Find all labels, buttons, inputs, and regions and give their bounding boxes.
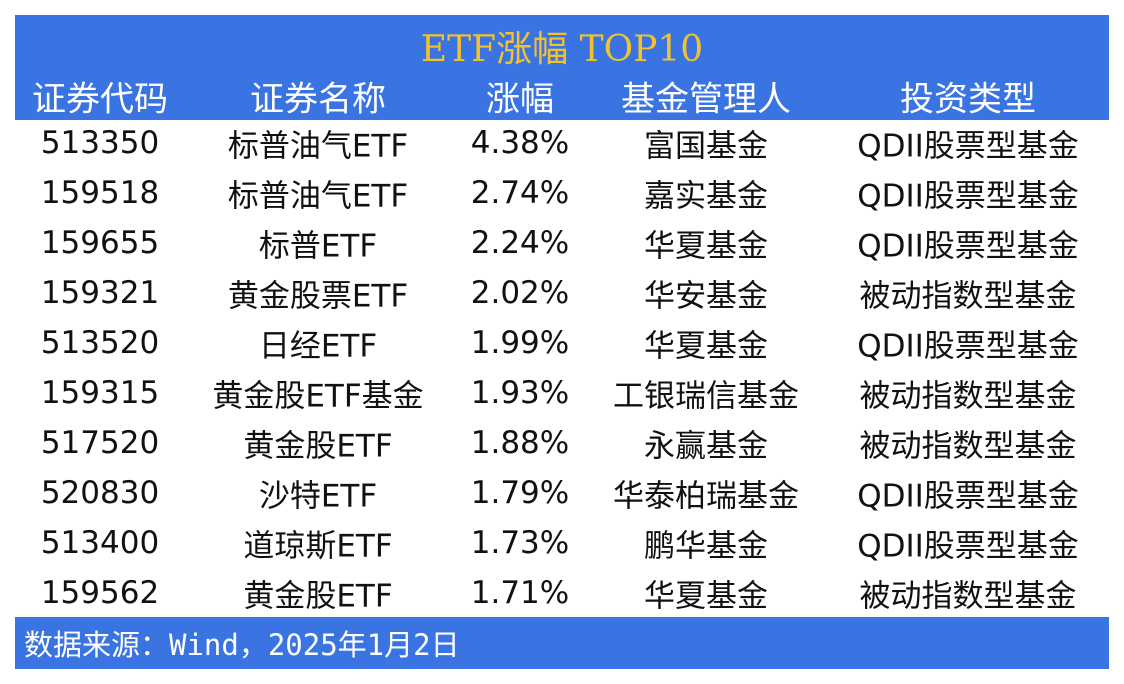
table-cell: 被动指数型基金 — [859, 378, 1077, 415]
header-cell: 基金管理人 — [621, 79, 791, 120]
table-cell: 标普油气ETF — [227, 128, 409, 165]
table-cell: 2.74% — [470, 175, 570, 211]
table-cell: QDII股票型基金 — [857, 328, 1079, 365]
table-cell: 159562 — [40, 575, 160, 611]
table-cell: 517520 — [40, 425, 160, 461]
table-cell: 513520 — [40, 325, 160, 361]
table-cell: QDII股票型基金 — [857, 528, 1079, 565]
table-cell: 标普ETF — [258, 228, 378, 265]
table-cell: 513400 — [40, 525, 160, 561]
table-cell: 2.02% — [470, 275, 570, 311]
table-cell: 日经ETF — [258, 328, 378, 365]
table-cell: 标普油气ETF — [227, 178, 409, 215]
header-cell: 涨幅 — [486, 79, 554, 120]
title: ETF涨幅 TOP10 — [420, 29, 704, 70]
table-cell: 道琼斯ETF — [243, 528, 393, 565]
table-cell: 嘉实基金 — [644, 178, 768, 215]
table-cell: 黄金股ETF基金 — [212, 378, 424, 415]
table-cell: QDII股票型基金 — [857, 128, 1079, 165]
table-cell: 1.71% — [470, 575, 570, 611]
header-cell: 证券名称 — [250, 79, 386, 120]
header-cell: 证券代码 — [32, 79, 168, 120]
footer-band — [15, 617, 1109, 669]
header-band — [15, 15, 1109, 120]
table-cell: 华夏基金 — [644, 578, 768, 615]
table-cell: 华夏基金 — [644, 328, 768, 365]
table-cell: 富国基金 — [644, 128, 768, 165]
table-cell: 黄金股ETF — [243, 578, 393, 615]
table-cell: 4.38% — [470, 125, 570, 161]
table-cell: 华泰柏瑞基金 — [613, 478, 799, 515]
table-cell: 159315 — [40, 375, 160, 411]
table-cell: QDII股票型基金 — [857, 478, 1079, 515]
table-cell: QDII股票型基金 — [857, 178, 1079, 215]
table-cell: 1.79% — [470, 475, 570, 511]
table-cell: 1.73% — [470, 525, 570, 561]
table-cell: 2.24% — [470, 225, 570, 261]
table-cell: 华夏基金 — [644, 228, 768, 265]
table-cell: 沙特ETF — [258, 478, 378, 515]
table-cell: 黄金股ETF — [243, 428, 393, 465]
table-cell: 黄金股票ETF — [227, 278, 409, 315]
table-cell: 1.93% — [470, 375, 570, 411]
source: 数据来源：Wind，2025年1月2日 — [24, 628, 460, 662]
table-cell: 159321 — [40, 275, 160, 311]
table-cell: 1.88% — [470, 425, 570, 461]
table-cell: 被动指数型基金 — [859, 278, 1077, 315]
table-cell: 被动指数型基金 — [859, 578, 1077, 615]
table-cell: 159518 — [40, 175, 160, 211]
table-cell: QDII股票型基金 — [857, 228, 1079, 265]
table-cell: 永赢基金 — [644, 428, 768, 465]
header-cell: 投资类型 — [900, 79, 1036, 120]
table-cell: 1.99% — [470, 325, 570, 361]
table-cell: 华安基金 — [644, 278, 768, 315]
table-cell: 鹏华基金 — [644, 528, 768, 565]
table-cell: 513350 — [40, 125, 160, 161]
table-cell: 被动指数型基金 — [859, 428, 1077, 465]
table-cell: 159655 — [40, 225, 160, 261]
table-cell: 520830 — [40, 475, 160, 511]
table-cell: 工银瑞信基金 — [613, 378, 799, 415]
